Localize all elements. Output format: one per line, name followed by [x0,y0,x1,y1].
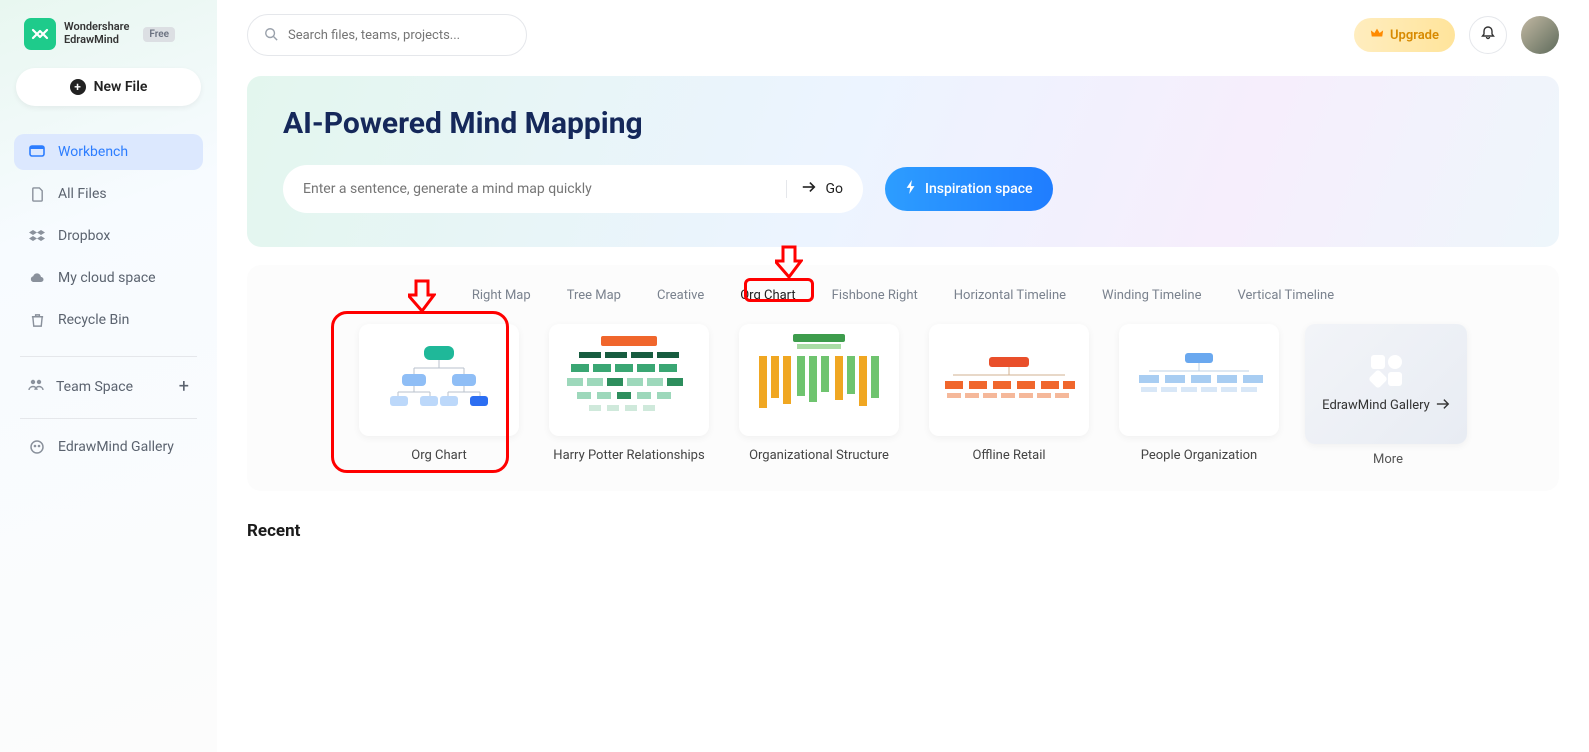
search-input[interactable] [288,28,510,43]
sidebar-item-workbench[interactable]: Workbench [14,134,203,170]
sidebar-item-recycle[interactable]: Recycle Bin [14,302,203,338]
bell-icon [1480,25,1496,45]
template-thumb [739,324,899,436]
template-thumb [929,324,1089,436]
file-icon [28,185,46,203]
template-card-harry-potter[interactable]: Harry Potter Relationships [549,324,709,463]
new-file-label: New File [94,79,148,95]
template-thumb [549,324,709,436]
trash-icon [28,311,46,329]
team-space-label: Team Space [56,379,133,395]
hero-title: AI-Powered Mind Mapping [283,106,1523,141]
sidebar-item-gallery[interactable]: EdrawMind Gallery [14,429,203,465]
arrow-right-icon [801,180,817,198]
avatar[interactable] [1521,16,1559,54]
template-card-people-org[interactable]: People Organization [1119,324,1279,463]
gallery-card[interactable]: EdrawMind Gallery [1305,324,1467,444]
top-bar: Upgrade [247,14,1559,56]
main: Upgrade AI-Powered Mind Mapping Go [217,0,1589,752]
annotation-arrow-tab [775,245,803,279]
hero-banner: AI-Powered Mind Mapping Go Inspiration s… [247,76,1559,247]
template-label: Harry Potter Relationships [553,448,704,463]
lightning-icon [905,180,917,198]
plus-icon[interactable]: + [179,376,189,397]
search-icon [264,26,278,45]
template-label: Offline Retail [972,448,1045,463]
tab-winding-timeline[interactable]: Winding Timeline [1098,285,1205,306]
brand-name: Wondershare EdrawMind [64,21,129,46]
inspiration-button[interactable]: Inspiration space [885,167,1053,211]
template-thumb [359,324,519,436]
brand-logo [24,18,56,50]
sidebar-item-dropbox[interactable]: Dropbox [14,218,203,254]
ai-input-field[interactable] [303,181,786,197]
tab-org-chart[interactable]: Org Chart [736,285,799,306]
tab-fishbone[interactable]: Fishbone Right [828,285,922,306]
tab-tree-map[interactable]: Tree Map [563,285,625,306]
template-row: Org Chart Harry Potter Relationships [271,324,1535,467]
plus-icon: + [70,79,86,95]
template-tabs: Right Map Tree Map Creative Org Chart Fi… [271,285,1535,306]
new-file-button[interactable]: + New File [16,68,201,106]
brand-line2: EdrawMind [64,34,129,47]
tab-vertical-timeline[interactable]: Vertical Timeline [1233,285,1338,306]
upgrade-label: Upgrade [1390,28,1439,43]
recent-heading: Recent [247,521,1559,541]
brand: Wondershare EdrawMind Free [24,18,203,50]
sidebar-item-label: Recycle Bin [58,312,129,328]
crown-icon [1370,26,1384,44]
sidebar-item-label: My cloud space [58,270,156,286]
tab-horizontal-timeline[interactable]: Horizontal Timeline [950,285,1070,306]
ai-input[interactable]: Go [283,165,863,213]
sidebar-item-label: Workbench [58,144,128,160]
sidebar-item-team-space[interactable]: Team Space + [14,367,203,406]
tab-creative[interactable]: Creative [653,285,708,306]
team-icon [28,377,44,397]
tab-right-map[interactable]: Right Map [468,285,535,306]
sidebar-item-label: EdrawMind Gallery [58,439,174,455]
arrow-right-icon [1436,398,1450,414]
sidebar-item-label: Dropbox [58,228,110,244]
sidebar-item-cloud[interactable]: My cloud space [14,260,203,296]
divider [20,356,197,357]
dropbox-icon [28,227,46,245]
template-card-offline-retail[interactable]: Offline Retail [929,324,1089,463]
divider [20,418,197,419]
search-box[interactable] [247,14,527,56]
notifications-button[interactable] [1469,16,1507,54]
go-button[interactable]: Go [786,180,843,198]
top-actions: Upgrade [1354,16,1559,54]
cloud-icon [28,269,46,287]
template-label: Organizational Structure [749,448,889,463]
templates-section: Right Map Tree Map Creative Org Chart Fi… [247,265,1559,491]
template-card-organizational[interactable]: Organizational Structure [739,324,899,463]
free-badge: Free [143,27,175,42]
upgrade-button[interactable]: Upgrade [1354,18,1455,52]
gallery-icon [28,438,46,456]
template-thumb [1119,324,1279,436]
sidebar-item-label: All Files [58,186,107,202]
gallery-link: EdrawMind Gallery [1322,398,1450,414]
template-label: People Organization [1141,448,1257,463]
sidebar: Wondershare EdrawMind Free + New File Wo… [0,0,217,752]
gallery-grid-icon [1371,355,1402,386]
workbench-icon [28,143,46,161]
sidebar-item-all-files[interactable]: All Files [14,176,203,212]
more-link[interactable]: More [1373,452,1403,467]
template-label: Org Chart [411,448,466,463]
go-label: Go [825,181,843,197]
template-card-org-chart[interactable]: Org Chart [359,324,519,463]
inspiration-label: Inspiration space [925,181,1033,197]
